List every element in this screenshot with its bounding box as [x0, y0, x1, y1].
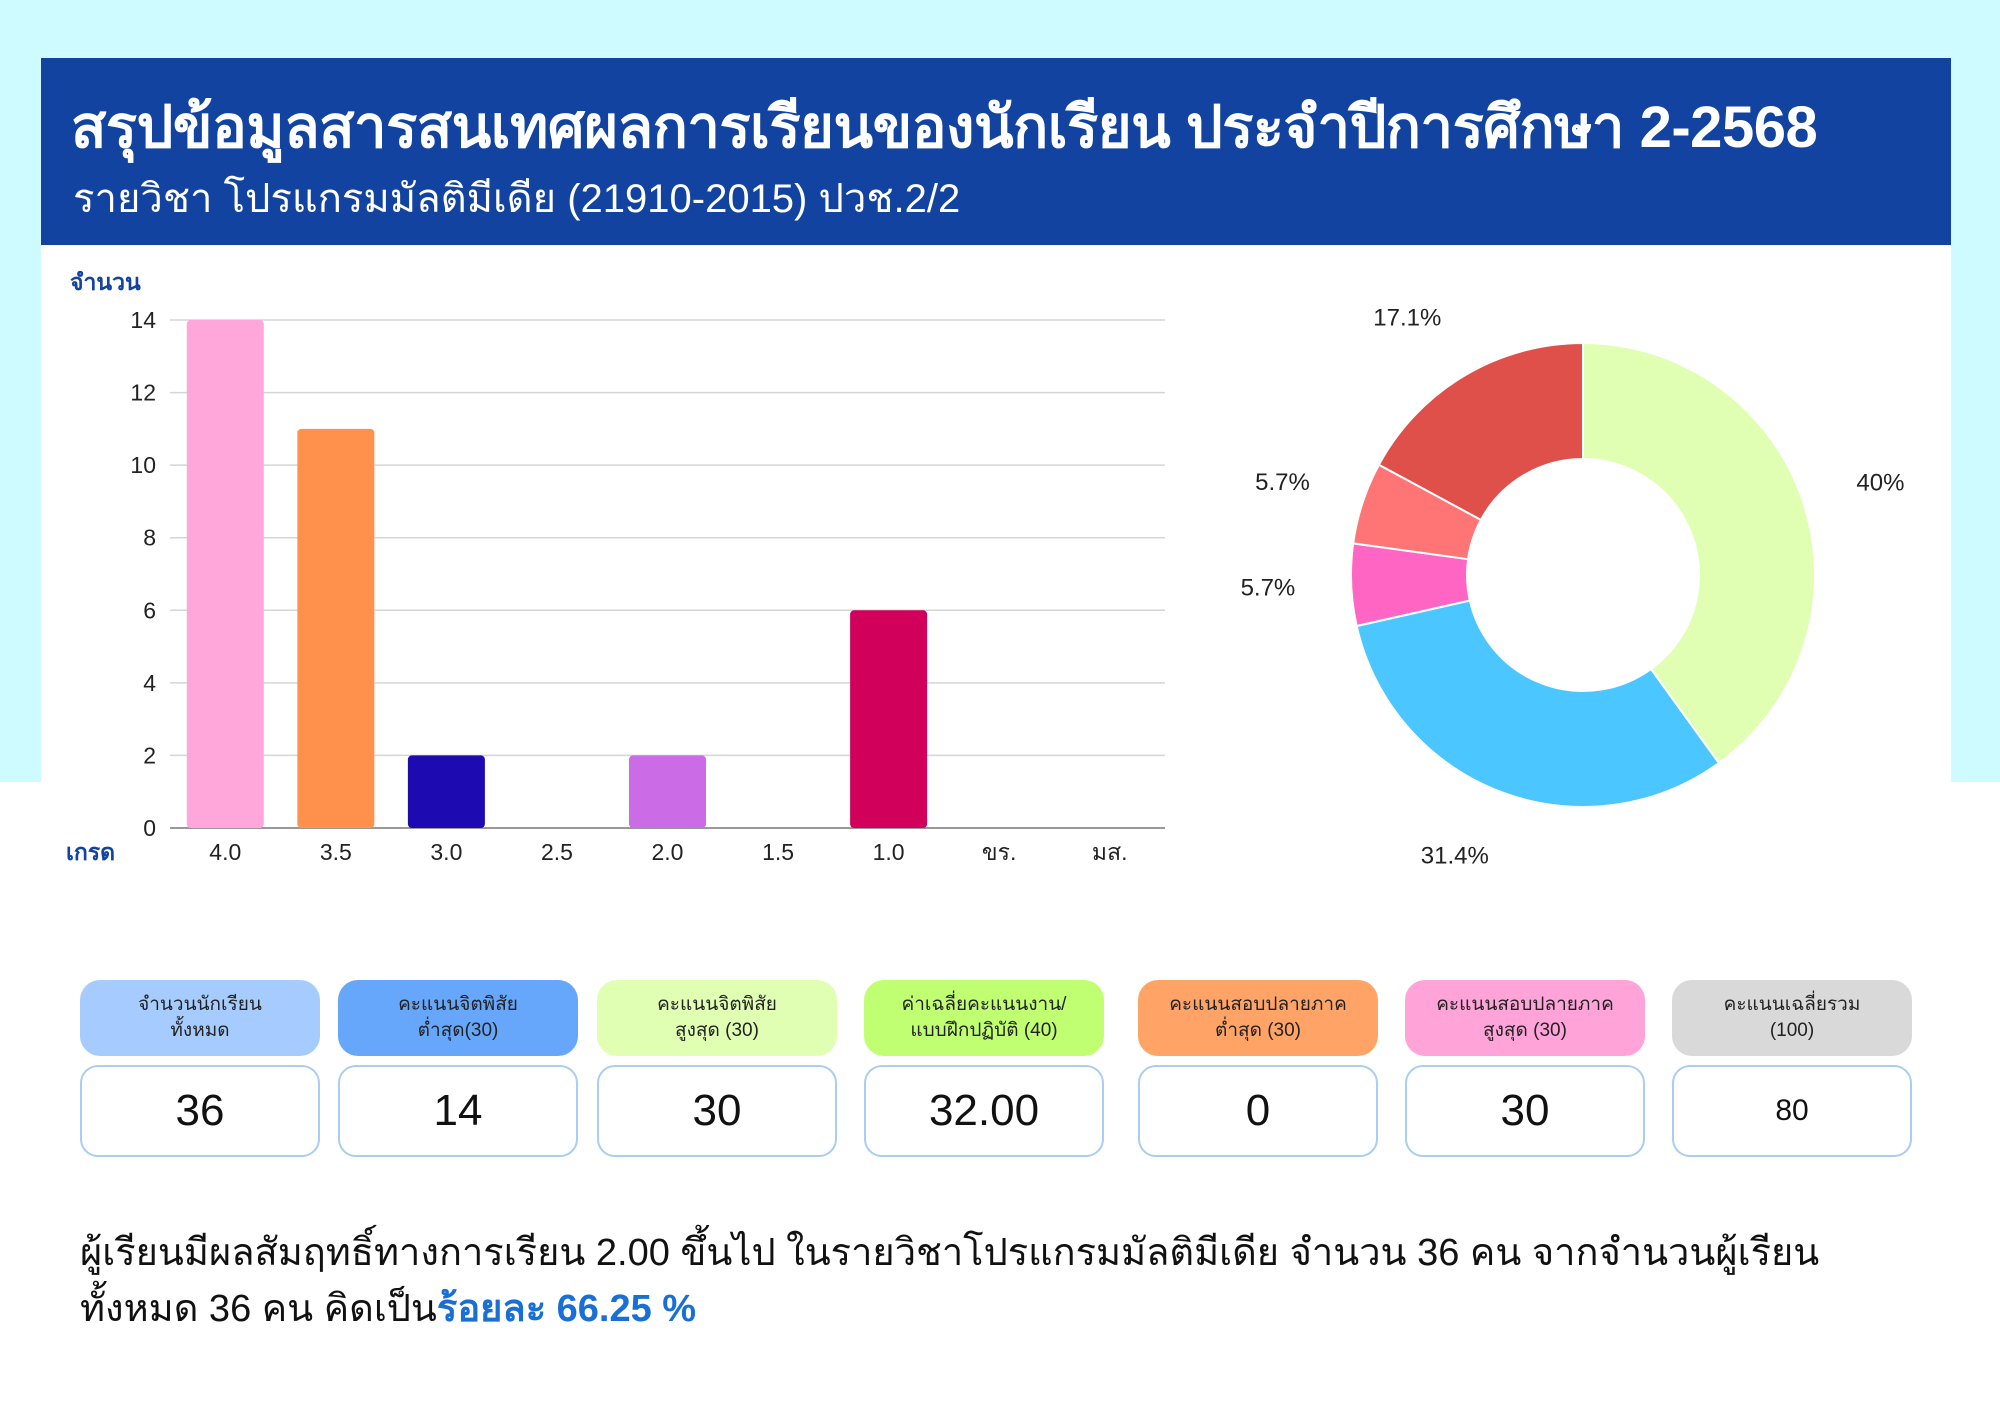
page-title: สรุปข้อมูลสารสนเทศผลการเรียนของนักเรียน …	[71, 95, 1818, 160]
grade-donut-chart: 40% 31.4% 5.7% 5.7% 17.1%	[1241, 304, 1905, 870]
stat-label: คะแนนจิตพิสัย สูงสุด (30)	[597, 980, 837, 1056]
stat-value: 36	[80, 1065, 320, 1157]
bar-4.0	[186, 320, 264, 828]
summary-body: ผู้เรียนมีผลสัมฤทธิ์ทางการเรียน 2.00 ขึ้…	[80, 1232, 1820, 1330]
donut-slice-label: 5.7%	[1255, 469, 1310, 496]
x-tick-label: มส.	[1092, 839, 1128, 865]
bar-1.0	[850, 610, 928, 828]
stat-value: 80	[1672, 1065, 1912, 1157]
summary-highlight: ร้อยละ 66.25 %	[436, 1288, 697, 1330]
x-tick-label: 3.5	[320, 839, 352, 865]
donut-slice-0	[1582, 341, 1816, 765]
stat-value: 14	[338, 1065, 578, 1157]
stat-value: 32.00	[864, 1065, 1104, 1157]
y-tick-label: 14	[130, 307, 156, 333]
stat-value: 0	[1138, 1065, 1378, 1157]
x-tick-label: 3.0	[430, 839, 462, 865]
y-tick-label: 8	[143, 525, 156, 551]
donut-slice-label: 5.7%	[1241, 575, 1296, 602]
x-tick-label: 1.5	[762, 839, 794, 865]
stat-value: 30	[1405, 1065, 1645, 1157]
stat-label: คะแนนจิตพิสัย ต่ำสุด(30)	[338, 980, 578, 1056]
stat-label: คะแนนสอบปลายภาค ต่ำสุด (30)	[1138, 980, 1378, 1056]
stat-value: 30	[597, 1065, 837, 1157]
x-tick-label: 4.0	[209, 839, 241, 865]
donut-slice-1	[1355, 599, 1721, 808]
page-subtitle: รายวิชา โปรแกรมมัลติมีเดีย (21910-2015) …	[73, 177, 961, 221]
x-tick-label: ขร.	[982, 839, 1016, 865]
stat-label: ค่าเฉลี่ยคะแนนงาน/ แบบฝึกปฏิบัติ (40)	[864, 980, 1104, 1056]
x-tick-label: 1.0	[873, 839, 905, 865]
y-tick-label: 6	[143, 597, 156, 623]
y-tick-label: 10	[130, 452, 156, 478]
donut-slice-label: 40%	[1856, 470, 1904, 497]
donut-slice-4	[1377, 341, 1584, 522]
bar-3.0	[407, 755, 485, 828]
y-tick-label: 2	[143, 742, 156, 768]
stat-label: คะแนนสอบปลายภาค สูงสุด (30)	[1405, 980, 1645, 1056]
donut-slice-label: 17.1%	[1373, 304, 1441, 331]
x-tick-label: 2.5	[541, 839, 573, 865]
header-banner: สรุปข้อมูลสารสนเทศผลการเรียนของนักเรียน …	[41, 58, 1951, 245]
bar-2.0	[629, 755, 706, 828]
bar-3.5	[297, 428, 375, 828]
x-tick-label: 2.0	[652, 839, 684, 865]
summary-text: ผู้เรียนมีผลสัมฤทธิ์ทางการเรียน 2.00 ขึ้…	[80, 1225, 1940, 1337]
x-axis-label: เกรด	[66, 839, 115, 865]
y-axis-label: จำนวน	[70, 269, 141, 295]
stat-label: คะแนนเฉลี่ยรวม (100)	[1672, 980, 1912, 1056]
y-tick-label: 12	[130, 380, 156, 406]
y-tick-label: 4	[143, 670, 156, 696]
y-tick-label: 0	[143, 815, 156, 841]
donut-slice-label: 31.4%	[1421, 843, 1489, 870]
stat-label: จำนวนนักเรียน ทั้งหมด	[80, 980, 320, 1056]
